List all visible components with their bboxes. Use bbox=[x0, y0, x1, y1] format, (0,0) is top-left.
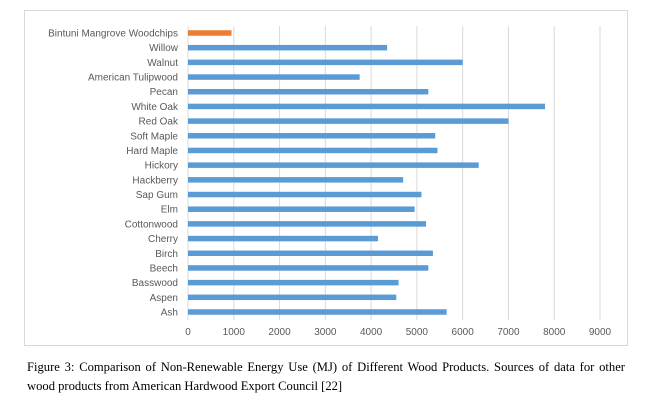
bar bbox=[188, 294, 397, 301]
bar bbox=[188, 30, 232, 36]
bar bbox=[188, 177, 404, 183]
bar-chart: Bintuni Mangrove Woodchips Willow Walnut Am… bbox=[48, 26, 612, 338]
category-label: Basswood bbox=[132, 278, 178, 289]
category-label: Pecan bbox=[150, 87, 178, 98]
bar bbox=[188, 88, 429, 95]
bar bbox=[188, 250, 433, 257]
bar bbox=[188, 309, 447, 315]
x-tick-label: 0 bbox=[185, 327, 191, 338]
category-label: Willow bbox=[149, 43, 179, 54]
bars bbox=[188, 30, 546, 315]
category-label: Cottonwood bbox=[125, 219, 178, 230]
bar bbox=[188, 44, 388, 51]
category-label: Aspen bbox=[150, 293, 178, 304]
category-labels: Bintuni Mangrove Woodchips Willow Walnut Am… bbox=[48, 29, 179, 319]
bar bbox=[188, 206, 415, 212]
bar bbox=[188, 74, 360, 80]
x-tick-label: 6000 bbox=[452, 327, 475, 338]
gridlines bbox=[187, 26, 601, 320]
x-tick-label: 2000 bbox=[268, 327, 291, 338]
bar bbox=[188, 162, 479, 168]
category-label: Hard Maple bbox=[126, 146, 178, 157]
x-tick-label: 9000 bbox=[589, 327, 612, 338]
category-label: Beech bbox=[150, 263, 178, 274]
x-tick-label: 7000 bbox=[497, 327, 520, 338]
x-tick-label: 4000 bbox=[360, 327, 383, 338]
bar bbox=[188, 221, 427, 227]
bar bbox=[188, 103, 546, 110]
category-label: Red Oak bbox=[139, 117, 179, 128]
bar bbox=[188, 59, 463, 66]
category-label: Cherry bbox=[148, 234, 178, 245]
bar bbox=[188, 191, 422, 198]
category-label: Birch bbox=[155, 249, 178, 260]
bar bbox=[188, 235, 378, 242]
x-tick-label: 1000 bbox=[223, 327, 246, 338]
x-tick-label: 8000 bbox=[543, 327, 566, 338]
bar bbox=[188, 279, 399, 286]
category-label: Elm bbox=[161, 205, 178, 216]
category-label: Ash bbox=[161, 308, 178, 319]
category-label: Hackberry bbox=[132, 175, 178, 186]
category-label: Soft Maple bbox=[130, 131, 178, 142]
category-label: American Tulipwood bbox=[88, 73, 178, 84]
category-label: White Oak bbox=[131, 102, 179, 113]
bar bbox=[188, 147, 438, 154]
category-label: Walnut bbox=[147, 58, 178, 69]
bar bbox=[188, 265, 429, 271]
figure-caption: Figure 3: Comparison of Non-Renewable En… bbox=[27, 360, 625, 393]
x-tick-label: 3000 bbox=[314, 327, 337, 338]
chart-frame: Bintuni Mangrove Woodchips Willow Walnut Am… bbox=[24, 10, 628, 346]
category-label: Sap Gum bbox=[136, 190, 178, 201]
category-label: Hickory bbox=[145, 161, 178, 172]
x-tick-labels: 0 1000 2000 3000 4000 5000 6000 7000 8000 9000 bbox=[185, 327, 611, 338]
category-label: Bintuni Mangrove Woodchips bbox=[48, 29, 178, 40]
bar bbox=[188, 118, 509, 124]
x-tick-label: 5000 bbox=[406, 327, 429, 338]
bar bbox=[188, 133, 436, 139]
